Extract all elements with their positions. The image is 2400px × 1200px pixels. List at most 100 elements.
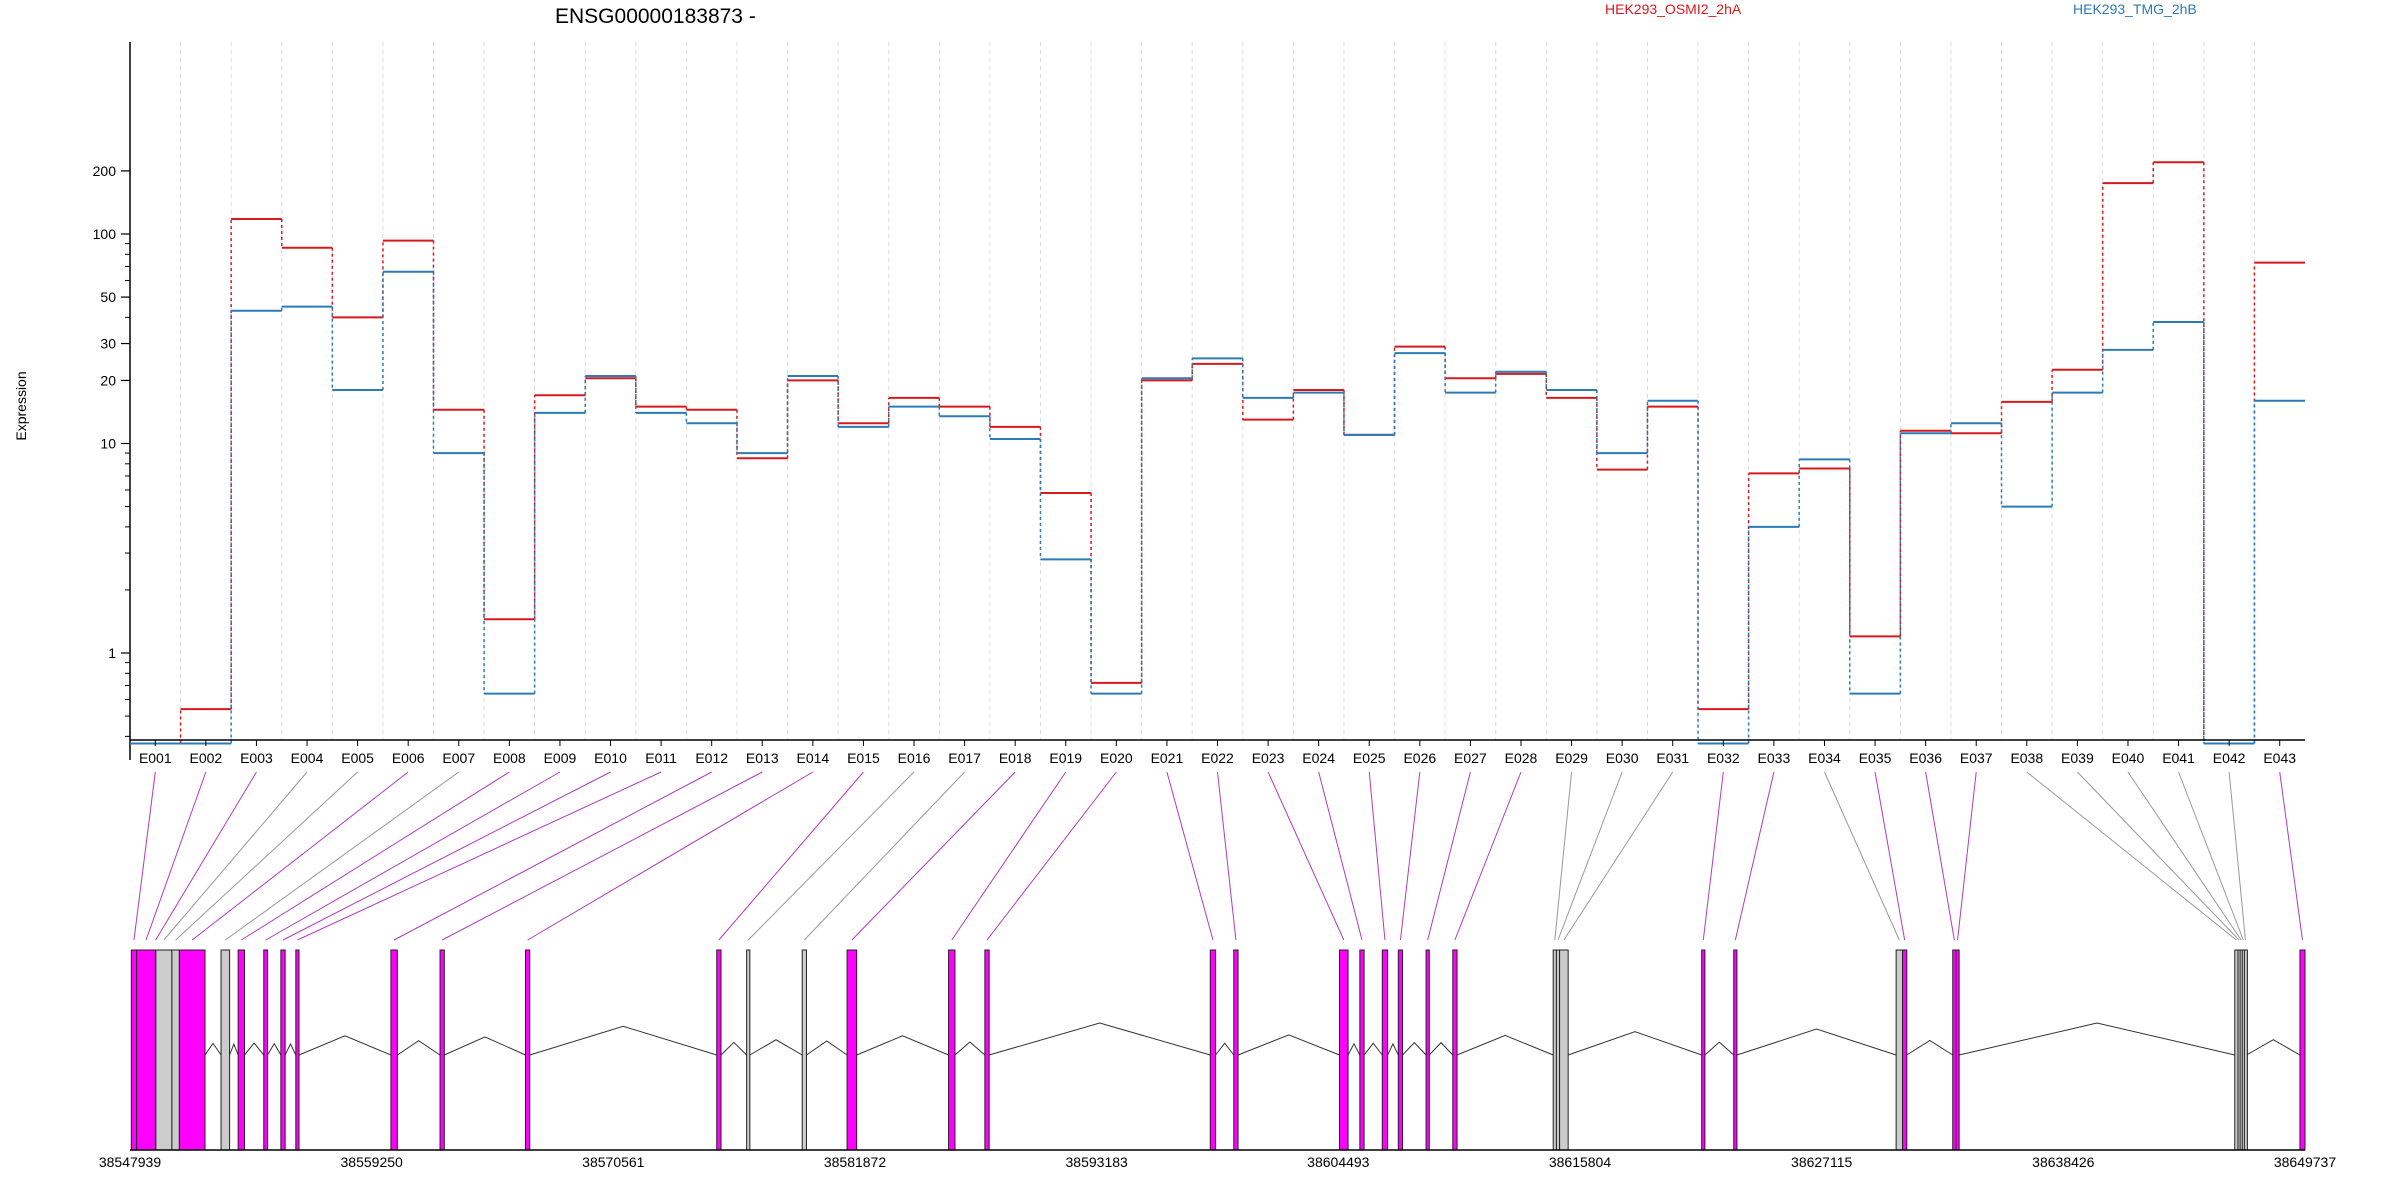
x-tick-label: E034: [1808, 750, 1841, 766]
coordinate-label: 38547939: [99, 1154, 162, 1170]
x-tick-label: E020: [1100, 750, 1133, 766]
connector-e028: [1454, 771, 1522, 941]
chart-title: ENSG00000183873 -: [555, 5, 756, 28]
intron-connector: [954, 1041, 986, 1056]
x-tick-label: E040: [2112, 750, 2145, 766]
x-tick-label: E013: [746, 750, 779, 766]
connector-e013: [441, 771, 763, 941]
exon-box-e017: [801, 949, 807, 1151]
connector-e032: [1702, 771, 1724, 941]
x-tick-label: E016: [898, 750, 931, 766]
exon-box-e031: [1559, 949, 1569, 1151]
x-tick-label: E018: [999, 750, 1032, 766]
intron-connector: [1387, 1042, 1399, 1056]
exon-box-e013: [439, 949, 445, 1151]
exon-box-e025: [1381, 949, 1389, 1151]
exon-box-e007: [220, 949, 231, 1151]
intron-connector: [856, 1035, 949, 1056]
connector-e014: [527, 771, 814, 941]
x-tick-label: E006: [392, 750, 425, 766]
exon-connector-lines: [133, 771, 2303, 941]
connector-e019: [951, 771, 1067, 941]
y-tick-label: 50: [100, 289, 116, 305]
connector-e031: [1563, 771, 1674, 941]
intron-connector: [1906, 1039, 1954, 1056]
intron-connector: [529, 1025, 717, 1056]
x-tick-label: E021: [1151, 750, 1184, 766]
connector-e022: [1217, 771, 1237, 941]
x-tick-label: E030: [1606, 750, 1639, 766]
x-tick-label: E038: [2010, 750, 2043, 766]
x-tick-label: E022: [1201, 750, 1234, 766]
intron-connector: [444, 1036, 526, 1056]
connector-e003: [155, 771, 257, 941]
exon-box-e010: [280, 949, 286, 1151]
connector-e021: [1166, 771, 1214, 941]
y-tick-label: 10: [100, 436, 116, 452]
connector-e007: [225, 771, 460, 941]
legend-entry-osmi2: HEK293_OSMI2_2hA: [1605, 1, 1742, 17]
exon-box-e008: [237, 949, 246, 1151]
y-tick-label: 20: [100, 372, 116, 388]
connector-e010: [282, 771, 611, 941]
exon-box-e027: [1425, 949, 1430, 1151]
exon-box-e035: [1902, 949, 1908, 1151]
connector-e012: [393, 771, 712, 941]
x-tick-label: E029: [1555, 750, 1588, 766]
x-tick-label: E017: [948, 750, 981, 766]
coordinate-label: 38559250: [341, 1154, 404, 1170]
x-tick-label: E011: [645, 750, 677, 766]
connector-e029: [1554, 771, 1573, 941]
y-tick-label: 100: [93, 226, 117, 242]
exon-box-e042: [2243, 949, 2248, 1151]
exon-box-e005: [171, 949, 180, 1151]
intron-connector: [1237, 1034, 1340, 1056]
connector-e027: [1427, 771, 1471, 941]
exon-box-e014: [525, 949, 531, 1151]
x-tick-label: E037: [1960, 750, 1993, 766]
exon-box-e018: [846, 949, 858, 1151]
connector-e016: [747, 771, 915, 941]
connector-e033: [1734, 771, 1775, 941]
connector-e039: [2077, 771, 2240, 941]
intron-connector: [284, 1042, 297, 1056]
exon-box-e028: [1452, 949, 1458, 1151]
connector-e001: [133, 771, 156, 941]
x-tick-label: E031: [1656, 750, 1689, 766]
exon-box-e033: [1733, 949, 1738, 1151]
coordinate-label: 38638426: [2032, 1154, 2095, 1170]
intron-connector: [267, 1042, 282, 1056]
x-tick-label: E035: [1859, 750, 1892, 766]
intron-connector: [1567, 1031, 1702, 1056]
connector-e025: [1368, 771, 1386, 941]
connector-e020: [986, 771, 1117, 941]
exon-box-e021: [1209, 949, 1217, 1151]
x-tick-label: E025: [1353, 750, 1386, 766]
connector-e006: [191, 771, 409, 941]
intron-connector: [229, 1042, 239, 1056]
connector-e038: [2026, 771, 2237, 941]
x-tick-label: E014: [796, 750, 829, 766]
coordinate-label: 38649737: [2274, 1154, 2337, 1170]
intron-connector: [397, 1040, 441, 1056]
intron-connector: [2246, 1039, 2301, 1056]
connector-e008: [241, 771, 510, 941]
intron-connector: [1363, 1042, 1383, 1056]
x-tick-label: E028: [1505, 750, 1538, 766]
exon-box-e001: [130, 949, 138, 1151]
connector-e023: [1267, 771, 1345, 941]
genomic-coordinate-axis: 38547939 38559250 38570561 38581872 38593183…: [99, 1149, 2337, 1170]
x-tick-label: E015: [847, 750, 880, 766]
exon-box-e022: [1233, 949, 1239, 1151]
connector-e009: [265, 771, 561, 941]
connector-e011: [297, 771, 662, 941]
x-tick-label: E007: [442, 750, 475, 766]
intron-connector: [989, 1022, 1211, 1056]
connector-e024: [1318, 771, 1363, 941]
x-tick-label: E041: [2162, 750, 2195, 766]
x-axis-exon-labels: E001 E002 E003 E004 E005 E006 E007 E008 E009 E010…: [130, 739, 2305, 766]
x-tick-label: E039: [2061, 750, 2094, 766]
x-tick-label: E004: [291, 750, 324, 766]
intron-connector: [1215, 1042, 1235, 1056]
